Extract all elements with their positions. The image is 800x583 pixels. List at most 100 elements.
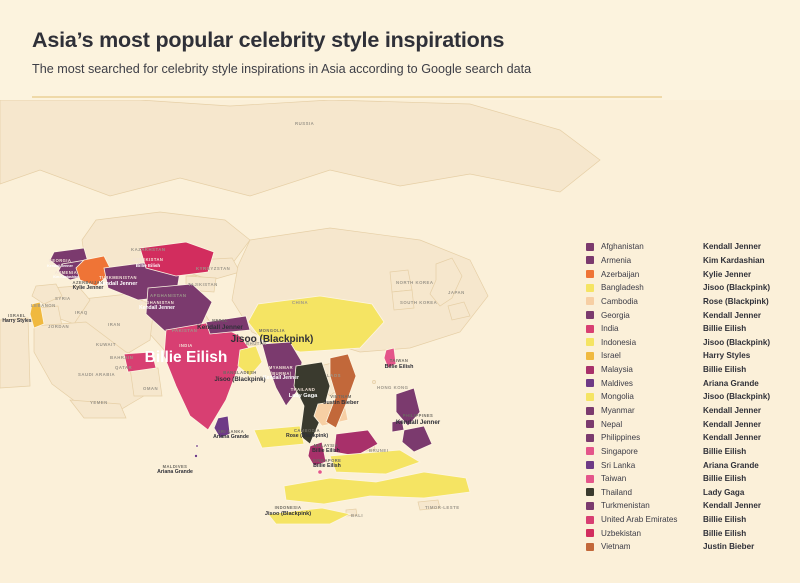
legend-celebrity-label: Ariana Grande <box>703 378 759 388</box>
asia-map-svg <box>0 100 601 525</box>
legend-celebrity-label: Lady Gaga <box>703 487 745 497</box>
map-region-philippines-mindanao <box>401 425 433 453</box>
legend-color-swatch <box>586 474 594 483</box>
legend-country-label: Turkmenistan <box>601 501 650 511</box>
legend-celebrity-label: Kylie Jenner <box>703 269 752 279</box>
legend-color-swatch <box>586 529 594 538</box>
legend-country-label: Mongolia <box>601 392 634 402</box>
map-region-srilanka <box>213 415 231 439</box>
legend-celebrity-label: Ariana Grande <box>703 460 759 470</box>
legend-row: Indonesia Jisoo (Blackpink) <box>586 335 798 349</box>
map-region-israel <box>29 301 45 329</box>
page-title: Asia’s most popular celebrity style insp… <box>32 28 505 52</box>
legend-country-label: Uzbekistan <box>601 528 642 538</box>
map-neutral-countries <box>0 100 601 517</box>
legend-celebrity-label: Kendall Jenner <box>703 433 762 443</box>
legend-row: Philippines Kendall Jenner <box>586 431 798 445</box>
legend-celebrity-label: Kendall Jenner <box>703 310 762 320</box>
legend-color-swatch <box>586 461 594 470</box>
legend-celebrity-label: Rose (Blackpink) <box>703 296 769 306</box>
legend-celebrity-label: Kim Kardashian <box>703 255 765 265</box>
map-region-nepal <box>205 315 251 335</box>
legend-country-label: Myanmar <box>601 406 635 415</box>
legend-color-swatch <box>586 433 594 442</box>
legend-celebrity-label: Harry Styles <box>703 351 751 361</box>
map-region-maldives-2 <box>195 444 199 448</box>
legend-row: Israel Harry Styles <box>586 349 798 363</box>
legend-row: Cambodia Rose (Blackpink) <box>586 295 798 309</box>
legend-celebrity-label: Billie Eilish <box>703 324 747 334</box>
legend-celebrity-label: Kendall Jenner <box>703 419 762 429</box>
map-region-philippines-visayas <box>391 419 405 433</box>
legend-country-label: Cambodia <box>601 296 638 306</box>
legend-row: Thailand Lady Gaga <box>586 486 798 500</box>
map-region-azerbaijan <box>75 255 113 287</box>
legend-row: United Arab Emirates Billie Eilish <box>586 513 798 527</box>
legend-color-swatch <box>586 447 594 456</box>
legend-country-label: Taiwan <box>601 474 627 484</box>
legend-country-label: Azerbaijan <box>601 269 640 279</box>
legend-country-label: Israel <box>601 351 621 361</box>
legend-row: Sri Lanka Ariana Grande <box>586 458 798 472</box>
legend-color-swatch <box>586 324 594 333</box>
header: Asia’s most popular celebrity style insp… <box>0 0 800 100</box>
map-region-malaysia-peninsula <box>307 441 327 467</box>
map-region-indonesia-borneo <box>329 449 421 475</box>
map-region-vietnam <box>325 353 357 429</box>
legend-row: Maldives Ariana Grande <box>586 376 798 390</box>
legend-country-label: United Arab Emirates <box>601 515 678 525</box>
legend-country-label: Sri Lanka <box>601 460 636 470</box>
map-region-sumatra <box>253 425 305 449</box>
legend-celebrity-label: Billie Eilish <box>703 446 747 456</box>
legend-row: Vietnam Justin Bieber <box>586 540 798 554</box>
legend-color-swatch <box>586 297 594 306</box>
legend-row: Turkmenistan Kendall Jenner <box>586 499 798 513</box>
map-highlight-countries <box>29 241 471 525</box>
legend-color-swatch <box>586 420 594 429</box>
legend-row: Singapore Billie Eilish <box>586 445 798 459</box>
legend-country-label: Armenia <box>601 255 632 265</box>
map-region-uae <box>123 351 157 373</box>
map-region-malaysia-borneo <box>333 429 379 457</box>
legend-country-label: Maldives <box>601 378 633 388</box>
legend: Afghanistan Kendall Jenner Armenia Kim Kard… <box>586 240 798 554</box>
legend-row: Malaysia Billie Eilish <box>586 363 798 377</box>
legend-color-swatch <box>586 256 594 265</box>
map-region-singapore <box>317 469 323 475</box>
legend-country-label: Indonesia <box>601 337 637 347</box>
legend-row: Taiwan Billie Eilish <box>586 472 798 486</box>
map-region-taiwan <box>383 347 397 369</box>
legend-color-swatch <box>586 542 594 551</box>
legend-celebrity-label: Kendall Jenner <box>703 242 762 252</box>
legend-color-swatch <box>586 242 594 251</box>
legend-country-label: Thailand <box>601 487 633 497</box>
legend-color-swatch <box>586 379 594 388</box>
map-canvas: RUSSIA CHINA KAZAKHSTAN KYRGYZSTAN TAJIKISTA… <box>0 100 800 583</box>
map-region-java <box>267 507 352 525</box>
legend-color-swatch <box>586 501 594 510</box>
legend-celebrity-label: Kendall Jenner <box>703 501 762 511</box>
legend-row: Azerbaijan Kylie Jenner <box>586 267 798 281</box>
legend-row: Nepal Kendall Jenner <box>586 417 798 431</box>
legend-row: Bangladesh Jisoo (Blackpink) <box>586 281 798 295</box>
legend-row: India Billie Eilish <box>586 322 798 336</box>
legend-country-label: Nepal <box>601 419 623 429</box>
legend-color-swatch <box>586 488 594 497</box>
legend-country-label: Philippines <box>601 433 641 443</box>
legend-color-swatch <box>586 515 594 524</box>
legend-color-swatch <box>586 351 594 360</box>
legend-row: Afghanistan Kendall Jenner <box>586 240 798 254</box>
legend-color-swatch <box>586 406 594 415</box>
legend-row: Mongolia Jisoo (Blackpink) <box>586 390 798 404</box>
legend-celebrity-label: Kendall Jenner <box>703 406 762 415</box>
page-subtitle: The most searched for celebrity style in… <box>32 62 532 76</box>
map-region-maldives <box>193 453 198 458</box>
legend-celebrity-label: Jisoo (Blackpink) <box>703 337 771 347</box>
legend-country-label: Afghanistan <box>601 242 644 252</box>
legend-country-label: Singapore <box>601 446 638 456</box>
legend-country-label: Georgia <box>601 310 630 320</box>
legend-row: Uzbekistan Billie Eilish <box>586 526 798 540</box>
legend-color-swatch <box>586 338 594 347</box>
legend-color-swatch <box>586 311 594 320</box>
